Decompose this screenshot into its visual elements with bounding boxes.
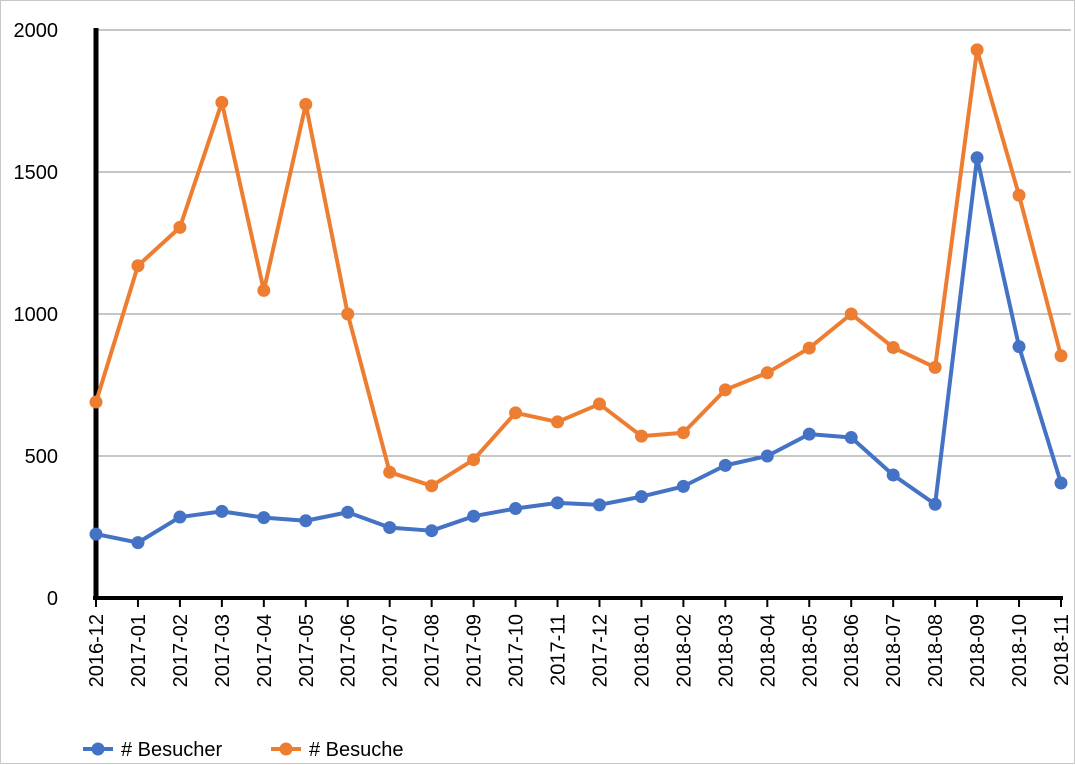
- x-tick-label: 2018-03: [715, 614, 737, 687]
- data-point: [928, 497, 942, 511]
- series-line: [95, 155, 1063, 545]
- y-tick-label: 0: [47, 588, 58, 610]
- x-tick-label: 2018-06: [841, 614, 863, 687]
- data-point: [383, 521, 397, 535]
- data-point: [299, 514, 313, 528]
- legend-item-1: # Besucher: [83, 739, 223, 761]
- data-point: [131, 259, 145, 273]
- x-tick-label: 2017-02: [170, 614, 192, 687]
- data-point: [551, 496, 565, 510]
- data-point: [844, 307, 858, 321]
- data-point: [425, 524, 439, 538]
- x-tick-label: 2016-12: [86, 614, 108, 687]
- x-tick-label: 2017-04: [254, 614, 276, 687]
- data-point: [383, 465, 397, 479]
- series-group: [89, 43, 1068, 550]
- legend-marker: [279, 742, 293, 756]
- series-line: [94, 47, 1063, 488]
- y-axis-tick-labels: 0 500 1000 1500 2000: [14, 20, 59, 610]
- data-point: [970, 151, 984, 165]
- x-tick-label: 2018-05: [799, 614, 821, 687]
- data-point: [257, 283, 271, 297]
- y-tick-label: 500: [25, 446, 58, 468]
- data-point: [970, 43, 984, 57]
- x-tick-label: 2018-07: [883, 614, 905, 687]
- x-tick-label: 2018-02: [673, 614, 695, 687]
- data-point: [634, 490, 648, 504]
- data-point: [1054, 476, 1068, 490]
- x-tick-label: 2017-05: [296, 614, 318, 687]
- y-tick-label: 1500: [14, 162, 59, 184]
- y-tick-label: 1000: [14, 304, 59, 326]
- axes: [93, 28, 1063, 607]
- x-tick-label: 2018-01: [631, 614, 653, 687]
- legend-label: # Besucher: [121, 739, 223, 761]
- data-point: [131, 536, 145, 550]
- data-point: [89, 395, 103, 409]
- x-tick-label: 2017-07: [380, 614, 402, 687]
- y-tick-label: 2000: [14, 20, 59, 42]
- legend: # Besucher # Besuche: [83, 739, 404, 761]
- data-point: [257, 511, 271, 525]
- x-tick-label: 2017-09: [464, 614, 486, 687]
- data-point: [676, 426, 690, 440]
- data-point: [467, 453, 481, 467]
- data-point: [341, 307, 355, 321]
- x-tick-label: 2018-11: [1051, 614, 1073, 686]
- series-1: [89, 151, 1068, 550]
- data-point: [1054, 349, 1068, 363]
- x-tick-label: 2018-04: [757, 614, 779, 687]
- data-point: [802, 427, 816, 441]
- data-point: [425, 479, 439, 493]
- data-point: [509, 406, 523, 420]
- x-tick-label: 2018-08: [925, 614, 947, 687]
- data-point: [1012, 188, 1026, 202]
- series-2: [89, 43, 1068, 493]
- legend-item-2: # Besuche: [271, 739, 404, 761]
- data-point: [173, 510, 187, 524]
- data-point: [509, 502, 523, 516]
- data-point: [760, 449, 774, 463]
- x-tick-label: 2017-01: [128, 614, 150, 687]
- data-point: [299, 97, 313, 111]
- x-tick-label: 2018-09: [967, 614, 989, 687]
- data-point: [718, 458, 732, 472]
- data-point: [173, 220, 187, 234]
- data-point: [676, 479, 690, 493]
- data-point: [592, 498, 606, 512]
- data-point: [1012, 340, 1026, 354]
- legend-marker: [91, 742, 105, 756]
- data-point: [928, 360, 942, 374]
- x-tick-label: 2017-10: [506, 614, 528, 687]
- x-tick-label: 2017-03: [212, 614, 234, 687]
- data-point: [844, 431, 858, 445]
- data-point: [551, 415, 565, 429]
- data-point: [718, 383, 732, 397]
- data-point: [886, 341, 900, 355]
- x-tick-label: 2017-06: [338, 614, 360, 687]
- data-point: [760, 366, 774, 380]
- x-tick-label: 2017-12: [589, 614, 611, 687]
- data-point: [802, 341, 816, 355]
- data-point: [215, 504, 229, 518]
- x-tick-label: 2017-08: [422, 614, 444, 687]
- x-axis-tick-labels: 2016-12 2017-01 2017-02 2017-03 2017-04 2017-…: [86, 614, 1073, 687]
- legend-label: # Besuche: [309, 739, 404, 761]
- data-point: [634, 429, 648, 443]
- data-point: [215, 95, 229, 109]
- x-tick-label: 2018-10: [1009, 614, 1031, 687]
- grid-lines: [96, 29, 1071, 457]
- data-point: [89, 527, 103, 541]
- data-point: [341, 505, 355, 519]
- x-tick-label: 2017-11: [548, 614, 570, 686]
- data-point: [467, 509, 481, 523]
- data-point: [592, 397, 606, 411]
- data-point: [886, 468, 900, 482]
